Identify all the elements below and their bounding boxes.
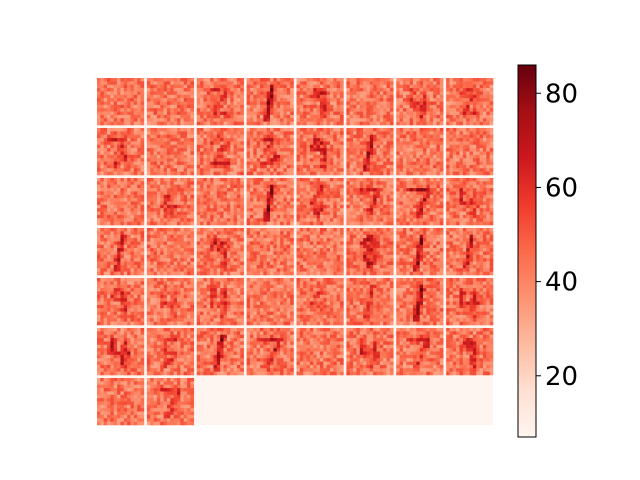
heatmap-tile	[396, 228, 444, 276]
heatmap-tile	[346, 128, 394, 176]
heatmap-tile	[446, 128, 494, 176]
heatmap-tile	[196, 228, 244, 276]
heatmap-tile	[446, 178, 494, 226]
heatmap-tile	[346, 178, 394, 226]
heatmap-tile	[396, 128, 444, 176]
heatmap-tile	[396, 78, 444, 126]
heatmap-tile	[97, 228, 145, 276]
heatmap-tile	[146, 378, 195, 426]
heatmap-tile	[296, 178, 344, 226]
heatmap-tile	[296, 78, 344, 126]
heatmap-tile	[97, 178, 145, 226]
heatmap-tile	[346, 228, 394, 276]
tile-mosaic-heatmap	[97, 78, 494, 426]
heatmap-tile	[97, 128, 145, 176]
heatmap-tile	[446, 278, 494, 326]
heatmap-tile	[396, 178, 444, 226]
colorbar-tick-label: 40	[545, 268, 578, 298]
heatmap-tile	[296, 278, 344, 326]
heatmap-tile	[97, 378, 145, 426]
heatmap-tile	[296, 328, 344, 376]
heatmap-tile	[196, 278, 244, 326]
heatmap-tile	[446, 228, 494, 276]
heatmap-tile	[196, 328, 244, 376]
heatmap-tile	[146, 128, 195, 176]
heatmap-tile	[246, 178, 294, 226]
heatmap-tile	[196, 128, 244, 176]
heatmap-tile	[146, 178, 195, 226]
heatmap-tile	[246, 78, 294, 126]
heatmap-tile	[446, 328, 494, 376]
colorbar-gradient	[517, 64, 537, 438]
heatmap-tile	[146, 328, 195, 376]
heatmap-tile	[97, 278, 145, 326]
colorbar: 20 40 60 80	[517, 64, 578, 438]
heatmap-tile	[146, 228, 195, 276]
heatmap-tile	[246, 228, 294, 276]
colorbar-tick-label: 20	[545, 362, 578, 392]
heatmap-tile	[346, 328, 394, 376]
heatmap-tile	[146, 278, 195, 326]
heatmap-tile	[296, 128, 344, 176]
heatmap-tile	[196, 178, 244, 226]
colorbar-tick-label: 60	[545, 173, 578, 203]
heatmap-tile	[346, 78, 394, 126]
heatmap-tile	[396, 278, 444, 326]
heatmap-tile	[396, 328, 444, 376]
heatmap-tile	[196, 78, 244, 126]
heatmap-tile	[146, 78, 195, 126]
heatmap-tile	[246, 128, 294, 176]
heatmap-tile	[246, 328, 294, 376]
heatmap-tile	[296, 228, 344, 276]
heatmap-tile	[246, 278, 294, 326]
heatmap-tile	[346, 278, 394, 326]
heatmap-tile	[97, 78, 145, 126]
heatmap-tile	[446, 78, 494, 126]
colorbar-ticks: 20 40 60 80	[536, 79, 578, 392]
colorbar-tick-label: 80	[545, 79, 578, 109]
heatmap-tile	[97, 328, 145, 376]
